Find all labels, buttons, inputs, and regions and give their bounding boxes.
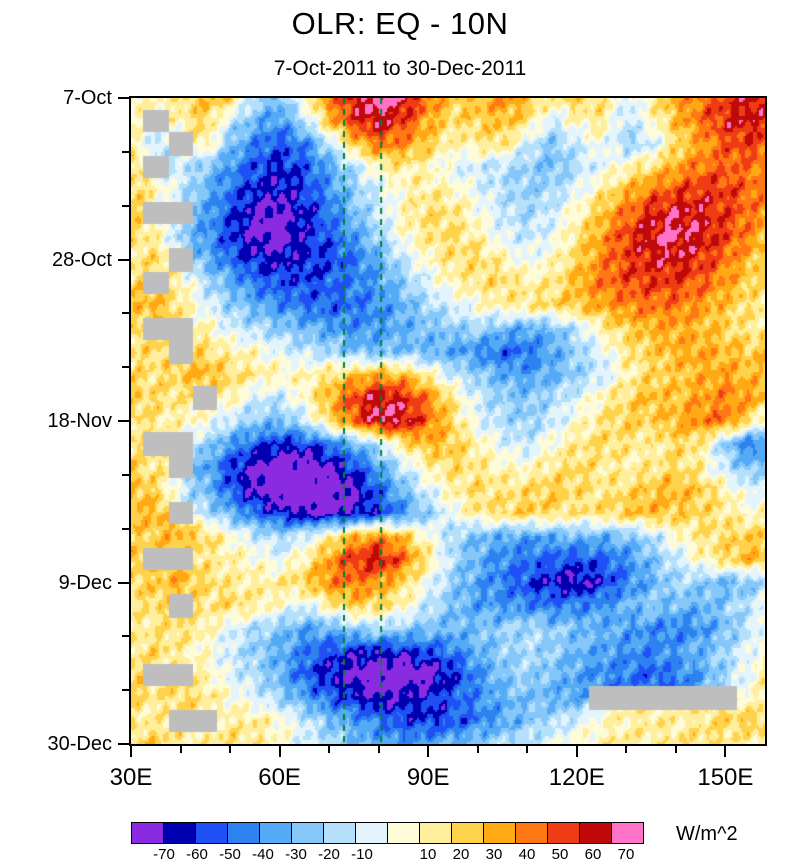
x-axis-label: 120E (548, 764, 605, 791)
y-axis-label: 18-Nov (47, 410, 112, 432)
colorbar-tick-label: -40 (252, 846, 274, 863)
x-major-tick (575, 746, 578, 757)
y-minor-tick (122, 527, 129, 530)
x-minor-tick (674, 746, 677, 753)
y-minor-tick (122, 635, 129, 638)
y-minor-tick (122, 473, 129, 476)
x-major-tick (724, 746, 727, 757)
x-minor-tick (476, 746, 479, 753)
x-major-tick (278, 746, 281, 757)
colorbar-segment (323, 822, 356, 844)
chart-subtitle: 7-Oct-2011 to 30-Dec-2011 (273, 57, 527, 80)
x-minor-tick (625, 746, 628, 753)
colorbar (131, 822, 644, 844)
y-major-tick (118, 743, 129, 745)
y-minor-tick (122, 204, 129, 207)
colorbar-tick-label: -10 (351, 846, 373, 863)
colorbar-segment (483, 822, 516, 844)
y-minor-tick (122, 689, 129, 692)
colorbar-segment (451, 822, 484, 844)
y-axis-label: 9-Dec (58, 571, 112, 594)
colorbar-segment (291, 822, 324, 844)
x-axis-label: 150E (697, 764, 754, 791)
y-axis-label: 7-Oct (63, 87, 112, 109)
x-axis-label: 30E (109, 764, 153, 791)
hovmoller-heatmap (131, 98, 765, 744)
y-major-tick (118, 581, 129, 584)
x-minor-tick (328, 746, 331, 753)
colorbar-tick-label: -60 (186, 846, 208, 863)
x-minor-tick (229, 746, 232, 753)
colorbar-tick-label: 40 (518, 846, 536, 863)
y-major-tick (118, 258, 129, 261)
x-minor-tick (526, 746, 529, 753)
colorbar-segment (163, 822, 196, 844)
colorbar-segment (515, 822, 548, 844)
x-minor-tick (179, 746, 182, 753)
colorbar-segment (131, 822, 164, 844)
colorbar-tick-label: -30 (285, 846, 307, 863)
colorbar-segment (387, 822, 420, 844)
colorbar-tick-label: 70 (617, 846, 635, 863)
x-axis-label: 90E (406, 764, 450, 791)
colorbar-units-label: W/m^2 (676, 823, 738, 845)
colorbar-tick-label: 30 (485, 846, 503, 863)
colorbar-segment (579, 822, 612, 844)
colorbar-tick-label: 60 (584, 846, 602, 863)
colorbar-tick-label: -50 (219, 846, 241, 863)
y-axis-label: 28-Oct (51, 248, 112, 271)
colorbar-tick-label: -70 (153, 846, 175, 863)
colorbar-tick-label: -20 (318, 846, 340, 863)
x-major-tick (130, 746, 132, 757)
colorbar-tick-label: 50 (551, 846, 569, 863)
colorbar-segment (195, 822, 228, 844)
y-minor-tick (122, 150, 129, 153)
colorbar-segment (227, 822, 260, 844)
x-major-tick (427, 746, 430, 757)
colorbar-segment (547, 822, 580, 844)
colorbar-segment (259, 822, 292, 844)
chart-title: OLR: EQ - 10N (291, 6, 509, 41)
y-major-tick (118, 420, 129, 422)
x-minor-tick (377, 746, 380, 753)
colorbar-tick-label: 20 (452, 846, 470, 863)
colorbar-segment (355, 822, 388, 844)
x-axis-label: 60E (258, 764, 301, 791)
y-axis-label: 30-Dec (47, 733, 112, 755)
y-minor-tick (122, 312, 129, 315)
y-major-tick (118, 97, 129, 99)
plot-frame (129, 96, 767, 746)
colorbar-segment (419, 822, 452, 844)
colorbar-tick-label: 10 (419, 846, 437, 863)
y-minor-tick (122, 366, 129, 369)
colorbar-segment (611, 822, 644, 844)
